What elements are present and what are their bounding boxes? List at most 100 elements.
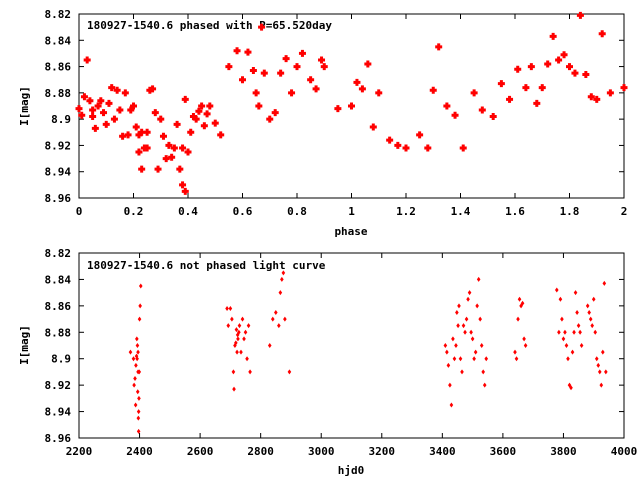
data-point bbox=[620, 84, 628, 92]
data-point bbox=[234, 327, 239, 333]
x-tick-label: 0.8 bbox=[287, 205, 307, 218]
data-point bbox=[591, 296, 596, 302]
data-point bbox=[334, 105, 342, 113]
data-point bbox=[527, 63, 535, 71]
data-point bbox=[278, 290, 283, 296]
data-point bbox=[168, 153, 176, 161]
data-point bbox=[225, 63, 233, 71]
data-point bbox=[578, 329, 582, 335]
data-point bbox=[78, 111, 86, 119]
data-point bbox=[570, 349, 575, 355]
data-point bbox=[282, 55, 290, 63]
data-point bbox=[287, 369, 292, 375]
data-point bbox=[429, 86, 437, 94]
data-point bbox=[606, 89, 614, 97]
data-point bbox=[203, 110, 211, 118]
data-point bbox=[454, 343, 458, 348]
data-point bbox=[260, 69, 268, 77]
data-point bbox=[244, 48, 252, 56]
data-point bbox=[179, 144, 187, 152]
data-point bbox=[469, 329, 473, 335]
data-point bbox=[187, 128, 195, 136]
data-point bbox=[239, 349, 243, 355]
data-point bbox=[116, 106, 124, 114]
data-point bbox=[497, 80, 505, 88]
data-point bbox=[198, 102, 206, 110]
data-point bbox=[576, 323, 581, 329]
data-point bbox=[239, 76, 246, 84]
data-point bbox=[402, 144, 410, 152]
data-point bbox=[482, 382, 487, 388]
data-point bbox=[240, 316, 245, 322]
y-tick-label: 8.86 bbox=[45, 300, 72, 313]
data-point bbox=[281, 270, 286, 276]
y-tick-label: 8.82 bbox=[45, 8, 72, 21]
data-point bbox=[135, 148, 143, 156]
data-point bbox=[249, 67, 257, 75]
data-point bbox=[246, 323, 251, 329]
data-point bbox=[446, 362, 451, 368]
phased-chart-y-axis-label: I[mag] bbox=[18, 86, 31, 126]
data-point bbox=[604, 369, 608, 375]
data-point bbox=[489, 113, 497, 121]
data-point bbox=[274, 309, 278, 315]
y-tick-label: 8.94 bbox=[45, 406, 72, 419]
data-point bbox=[558, 296, 563, 302]
data-point bbox=[560, 316, 564, 322]
data-point bbox=[233, 343, 237, 348]
data-point bbox=[138, 303, 142, 309]
data-point bbox=[89, 113, 97, 121]
data-point bbox=[516, 316, 520, 322]
data-point bbox=[449, 402, 454, 408]
data-point bbox=[135, 356, 139, 362]
data-point bbox=[596, 362, 601, 368]
data-point bbox=[523, 343, 528, 348]
x-tick-label: 1.4 bbox=[451, 205, 471, 218]
data-point bbox=[464, 316, 469, 322]
data-point bbox=[206, 102, 214, 110]
data-point bbox=[538, 84, 546, 92]
y-tick-label: 8.96 bbox=[45, 432, 72, 445]
data-point bbox=[579, 343, 584, 348]
data-point bbox=[479, 343, 484, 348]
data-point bbox=[271, 109, 279, 117]
y-tick-label: 8.82 bbox=[45, 247, 72, 260]
y-tick-label: 8.84 bbox=[45, 34, 72, 47]
data-point bbox=[143, 128, 151, 136]
data-point bbox=[159, 132, 167, 140]
x-tick-label: 1 bbox=[348, 205, 355, 218]
data-point bbox=[593, 95, 601, 103]
data-point bbox=[358, 85, 366, 93]
data-point bbox=[517, 296, 522, 302]
data-point bbox=[162, 155, 170, 163]
phased-chart: 180927-1540.6 phased with P=65.520day ph… bbox=[18, 8, 628, 238]
data-point bbox=[137, 395, 141, 401]
data-point bbox=[573, 290, 578, 296]
data-point bbox=[157, 115, 165, 123]
data-point bbox=[364, 60, 372, 68]
y-tick-label: 8.92 bbox=[45, 379, 72, 392]
data-point bbox=[181, 95, 189, 103]
data-point bbox=[236, 336, 240, 342]
data-point bbox=[184, 148, 192, 156]
y-tick-label: 8.88 bbox=[45, 326, 72, 339]
phased-chart-x-axis-label: phase bbox=[334, 225, 367, 238]
data-point bbox=[597, 369, 602, 375]
data-point bbox=[252, 89, 260, 97]
data-point bbox=[599, 382, 604, 388]
data-point bbox=[235, 332, 240, 338]
data-point bbox=[475, 303, 479, 309]
data-point bbox=[594, 356, 599, 362]
x-tick-label: 3800 bbox=[550, 445, 577, 458]
data-point bbox=[200, 122, 208, 130]
x-tick-label: 0.6 bbox=[233, 205, 253, 218]
data-point bbox=[506, 95, 514, 103]
phased-chart-points bbox=[75, 11, 628, 195]
data-point bbox=[128, 349, 133, 355]
x-tick-label: 3200 bbox=[369, 445, 396, 458]
data-point bbox=[135, 131, 143, 139]
data-point bbox=[472, 356, 476, 362]
x-tick-label: 0 bbox=[76, 205, 83, 218]
data-point bbox=[514, 356, 519, 362]
data-point bbox=[452, 356, 457, 362]
